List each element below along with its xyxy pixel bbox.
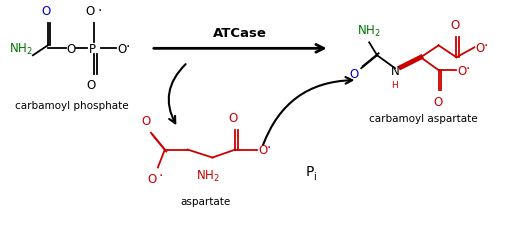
Text: carbamoyl aspartate: carbamoyl aspartate bbox=[369, 113, 478, 123]
Text: ·: · bbox=[125, 40, 129, 54]
Text: NH$_2$: NH$_2$ bbox=[357, 24, 381, 39]
Text: O: O bbox=[350, 67, 359, 80]
Text: aspartate: aspartate bbox=[180, 196, 231, 206]
Text: ·: · bbox=[483, 39, 488, 53]
Text: P: P bbox=[89, 43, 95, 56]
Text: NH$_2$: NH$_2$ bbox=[9, 42, 33, 57]
Text: ·: · bbox=[266, 140, 270, 154]
Text: H: H bbox=[391, 81, 398, 90]
Text: O: O bbox=[475, 42, 485, 55]
Text: O: O bbox=[433, 95, 442, 109]
Text: i: i bbox=[313, 172, 315, 182]
Text: O: O bbox=[87, 79, 96, 92]
Text: NH$_2$: NH$_2$ bbox=[196, 168, 219, 183]
Text: carbamoyl phosphate: carbamoyl phosphate bbox=[15, 101, 128, 110]
Text: O: O bbox=[258, 143, 267, 156]
FancyArrowPatch shape bbox=[263, 78, 352, 145]
Text: ·: · bbox=[159, 169, 163, 183]
Text: N: N bbox=[390, 64, 399, 77]
Text: O: O bbox=[147, 173, 157, 186]
Text: O: O bbox=[41, 5, 50, 17]
Text: O: O bbox=[457, 64, 467, 77]
FancyArrowPatch shape bbox=[169, 65, 185, 124]
Text: O: O bbox=[66, 43, 76, 56]
Text: O: O bbox=[117, 43, 127, 56]
Text: ATCase: ATCase bbox=[213, 27, 267, 40]
Text: P: P bbox=[306, 165, 314, 179]
Text: O: O bbox=[451, 19, 460, 32]
Text: O: O bbox=[86, 5, 95, 17]
Text: ·: · bbox=[466, 62, 470, 76]
Text: O: O bbox=[141, 114, 150, 127]
Text: ·: · bbox=[97, 3, 102, 17]
Text: O: O bbox=[229, 111, 238, 124]
